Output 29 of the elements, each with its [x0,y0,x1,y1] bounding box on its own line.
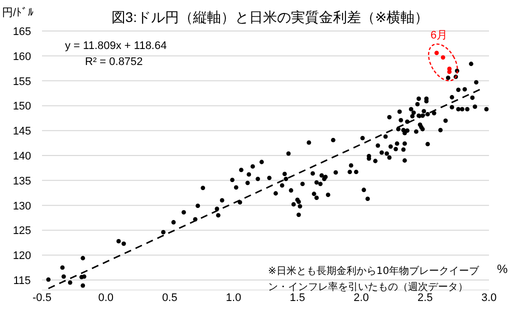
annotation: 6月 [430,29,448,42]
y-tick-label: 135 [12,175,32,188]
annotation: R² = 0.8752 [85,56,143,68]
point [434,50,439,56]
y-axis-title: 円/ﾄﾞﾙ [2,6,34,19]
x-tick-label: 3.0 [481,292,497,304]
y-tick-label: 165 [12,26,32,38]
y-tick-label: 115 [13,275,31,288]
x-tick-label: 0.0 [98,292,114,304]
x-tick-label: 2.0 [354,292,369,304]
annotation: y = 11.809x + 118.64 [65,40,167,52]
x-axis-title: % [497,262,508,276]
point [440,55,446,60]
y-tick-label: 125 [12,225,32,238]
x-tick-label: 1.5 [290,292,306,304]
y-tick-label: 160 [12,50,32,63]
x-tick-label: 0.5 [162,292,178,304]
y-tick-label: 155 [12,76,32,88]
point [447,70,452,74]
y-tick-label: 145 [12,126,32,138]
y-tick-label: 150 [12,100,32,113]
y-tick-label: 140 [12,150,32,163]
chart-title: 図3:ドル円（縦軸）と日米の実質金利差（※横軸） [111,9,429,25]
y-tick-label: 120 [12,250,32,262]
x-tick-label: 2.5 [417,292,433,304]
x-tick-label: -0.5 [32,292,52,304]
y-tick-label: 130 [12,200,32,212]
x-tick-label: 1.0 [226,292,242,304]
annotation: ※日米とも長期金利から10年物ブレークイーブン・インフレ率を引いたもの（週次データ） [268,266,480,293]
